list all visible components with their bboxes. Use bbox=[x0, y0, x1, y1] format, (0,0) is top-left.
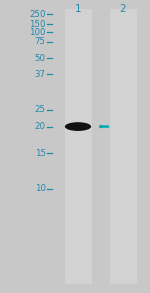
Text: 25: 25 bbox=[35, 105, 46, 114]
Text: 15: 15 bbox=[35, 149, 46, 158]
FancyBboxPatch shape bbox=[110, 9, 136, 284]
Text: 150: 150 bbox=[29, 20, 46, 28]
Ellipse shape bbox=[65, 122, 91, 131]
Text: 2: 2 bbox=[120, 4, 126, 14]
Text: 250: 250 bbox=[29, 10, 46, 18]
Text: 50: 50 bbox=[35, 54, 46, 62]
Text: 75: 75 bbox=[35, 38, 46, 46]
Text: 20: 20 bbox=[35, 122, 46, 131]
Text: 37: 37 bbox=[35, 70, 46, 79]
Text: 1: 1 bbox=[75, 4, 81, 14]
Text: 100: 100 bbox=[29, 28, 46, 37]
Text: 10: 10 bbox=[35, 185, 46, 193]
FancyBboxPatch shape bbox=[64, 9, 92, 284]
